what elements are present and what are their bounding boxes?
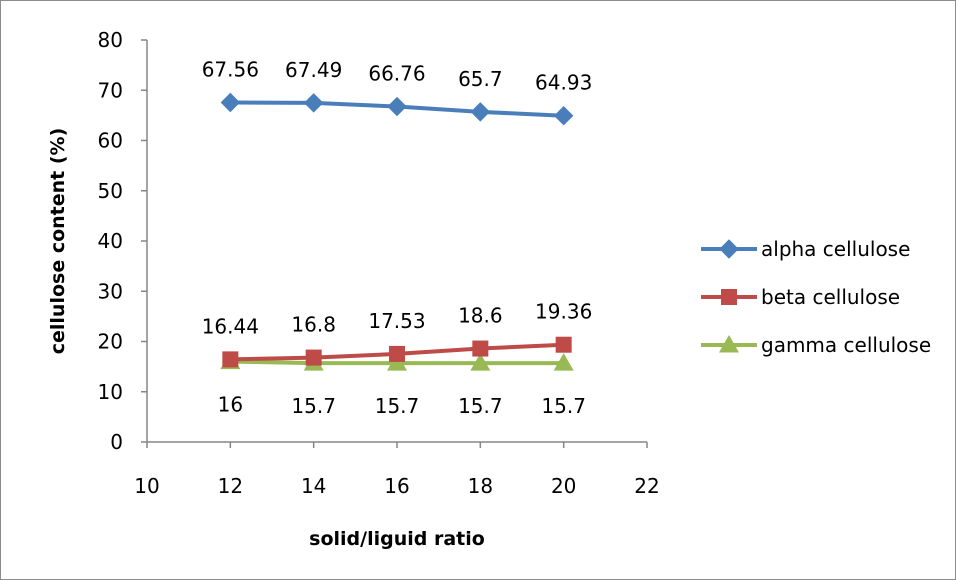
- data-label: 16.8: [291, 313, 336, 337]
- y-tick-label: 0: [110, 430, 123, 454]
- y-tick-label: 80: [98, 28, 123, 52]
- data-label: 15.7: [375, 394, 420, 418]
- y-tick-label: 10: [98, 380, 123, 404]
- data-point: [222, 351, 239, 368]
- data-label: 65.7: [458, 67, 503, 91]
- series-layer: [220, 92, 574, 371]
- data-label: 18.6: [458, 304, 503, 328]
- x-tick-label: 18: [468, 474, 493, 498]
- data-label: 67.56: [202, 58, 259, 82]
- y-tick-label: 50: [98, 179, 123, 203]
- y-tick-label: 40: [98, 229, 123, 253]
- data-point: [553, 353, 574, 371]
- x-tick-label: 16: [384, 474, 409, 498]
- data-label: 15.7: [291, 394, 336, 418]
- data-point: [389, 345, 405, 362]
- data-label: 19.36: [535, 300, 592, 324]
- legend-marker: [719, 239, 739, 259]
- x-tick-label: 10: [134, 474, 159, 498]
- data-label: 15.7: [541, 394, 586, 418]
- legend-label: alpha cellulose: [761, 237, 910, 261]
- data-label: 64.93: [535, 71, 592, 95]
- axes: 0 10 20 30 40 50 60 70 80 10 12 14 16 18 20 22: [98, 28, 660, 498]
- legend-item: alpha cellulose: [701, 237, 910, 261]
- data-label: 15.7: [458, 394, 503, 418]
- legend-marker: [721, 289, 737, 305]
- y-tick-label: 30: [98, 279, 123, 303]
- data-point: [470, 353, 491, 371]
- data-point: [305, 349, 322, 366]
- data-point: [472, 340, 489, 357]
- data-point: [220, 92, 241, 113]
- y-tick-label: 70: [98, 78, 123, 102]
- series-beta-cellulose: [222, 336, 572, 368]
- data-point: [553, 106, 574, 126]
- data-point: [555, 336, 572, 353]
- legend-label: gamma cellulose: [761, 333, 931, 357]
- x-tick-label: 14: [301, 474, 326, 498]
- data-point: [470, 102, 491, 122]
- legend-label: beta cellulose: [761, 285, 900, 309]
- y-tick-label: 20: [98, 330, 123, 354]
- data-point: [387, 96, 407, 117]
- x-tick-label: 20: [551, 474, 576, 498]
- data-label: 17.53: [368, 309, 425, 333]
- data-label: 67.49: [285, 58, 342, 82]
- series-alpha-cellulose: [220, 92, 574, 126]
- x-tick-label: 12: [218, 474, 243, 498]
- data-point: [303, 93, 324, 113]
- x-axis-title: solid/liguid ratio: [309, 528, 485, 550]
- data-label: 16: [218, 393, 243, 417]
- y-axis-title: cellulose content (%): [47, 128, 69, 355]
- data-label: 16.44: [202, 314, 259, 338]
- legend-item: gamma cellulose: [701, 333, 931, 357]
- legend: alpha cellulose beta cellulose gamma cellu…: [701, 237, 931, 357]
- legend-item: beta cellulose: [701, 285, 900, 309]
- y-tick-label: 60: [98, 129, 123, 153]
- legend-marker: [719, 335, 739, 353]
- data-label: 66.76: [368, 62, 425, 86]
- x-tick-label: 22: [634, 474, 659, 498]
- data-labels: 67.56 67.49 66.76 65.7 64.93 16.44 16.8 17.53 18…: [202, 58, 593, 419]
